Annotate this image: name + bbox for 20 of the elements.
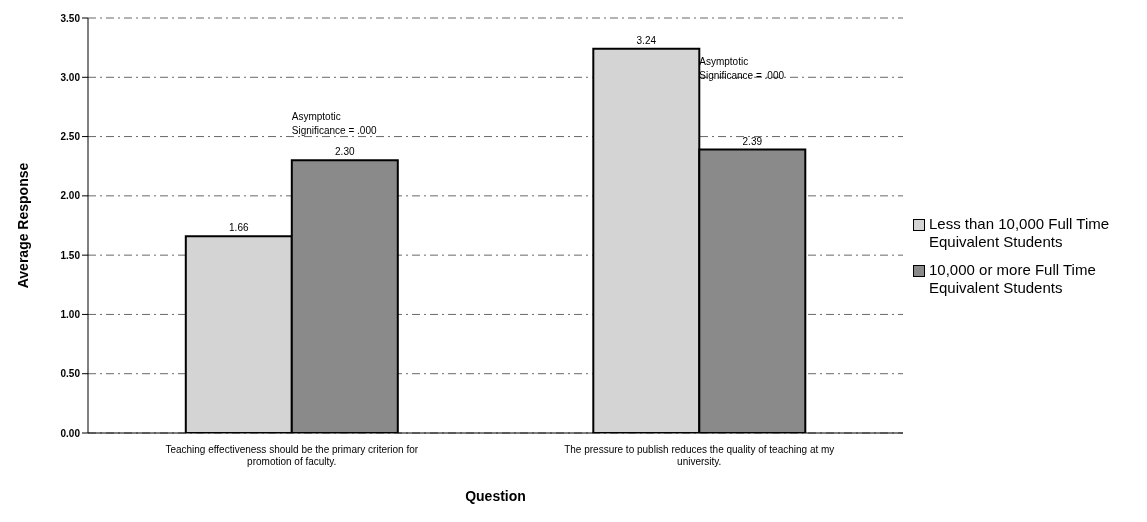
y-tick-label: 2.50 <box>60 131 81 143</box>
data-label: 3.24 <box>636 34 657 46</box>
y-tick-label: 0.00 <box>60 427 81 439</box>
y-tick-label: 1.00 <box>60 308 81 320</box>
annotation: Asymptotic Significance = .000 <box>291 111 377 137</box>
annotation: Asymptotic Significance = .000 <box>699 55 785 81</box>
y-tick-label: 3.00 <box>60 71 81 83</box>
data-label: 2.39 <box>742 135 763 147</box>
y-axis-title: Average Response <box>14 162 31 289</box>
y-tick-label: 3.50 <box>60 12 81 24</box>
data-label: 2.30 <box>335 146 355 158</box>
legend-label: 10,000 or more Full Time Equivalent Students <box>929 260 1097 297</box>
y-tick-label: 1.50 <box>60 249 81 261</box>
x-tick-label: The pressure to publish reduces the quality of teaching at my university. <box>564 444 835 467</box>
x-tick-label: Teaching effectiveness should be the primary criterion for promotion of faculty. <box>165 444 419 467</box>
y-tick-label: 2.00 <box>60 190 81 202</box>
x-axis-title: Question <box>465 488 526 504</box>
data-label: 1.66 <box>229 222 249 234</box>
legend-label: Less than 10,000 Full Time Equivalent Students <box>929 214 1111 251</box>
y-tick-label: 0.50 <box>60 368 81 380</box>
